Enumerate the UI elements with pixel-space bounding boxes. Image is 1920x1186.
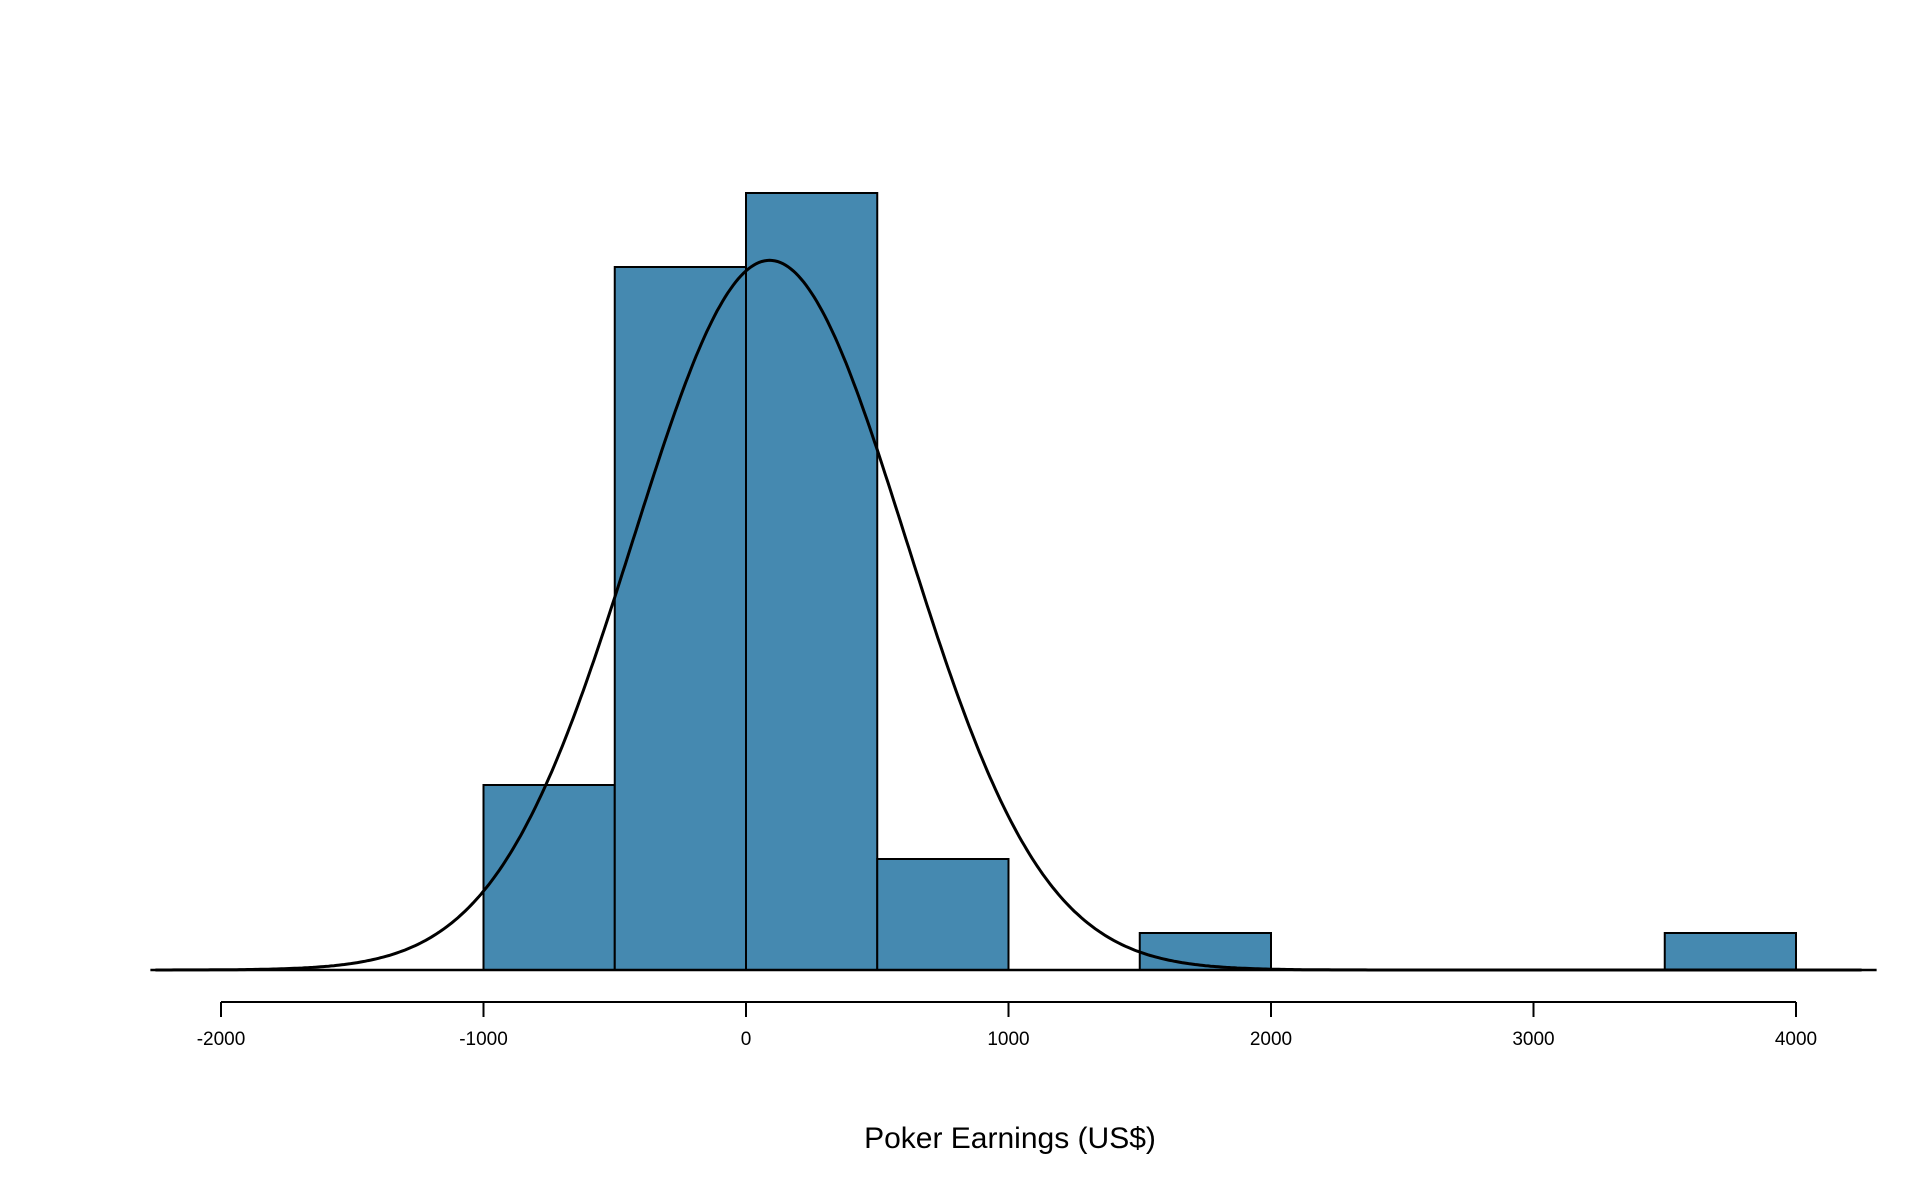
x-tick-label: -2000 — [197, 1029, 246, 1050]
normal-curve — [155, 258, 1862, 972]
x-axis-label: Poker Earnings (US$) — [864, 1122, 1156, 1155]
histogram-bar — [613, 266, 747, 971]
histogram-bar — [745, 192, 879, 971]
histogram-bar — [876, 858, 1010, 971]
x-tick-label: 2000 — [1250, 1029, 1292, 1050]
histogram-bar — [482, 784, 616, 971]
histogram-bar — [1663, 932, 1797, 971]
x-axis: -2000 -1000 0 1000 2000 3000 4000 — [197, 1001, 1817, 1050]
histogram-bars — [482, 192, 1797, 971]
x-tick-label: 4000 — [1775, 1029, 1817, 1050]
x-tick-label: 0 — [741, 1029, 752, 1050]
x-tick-label: 1000 — [987, 1029, 1029, 1050]
x-tick-label: -1000 — [459, 1029, 508, 1050]
x-tick-label: 3000 — [1512, 1029, 1554, 1050]
